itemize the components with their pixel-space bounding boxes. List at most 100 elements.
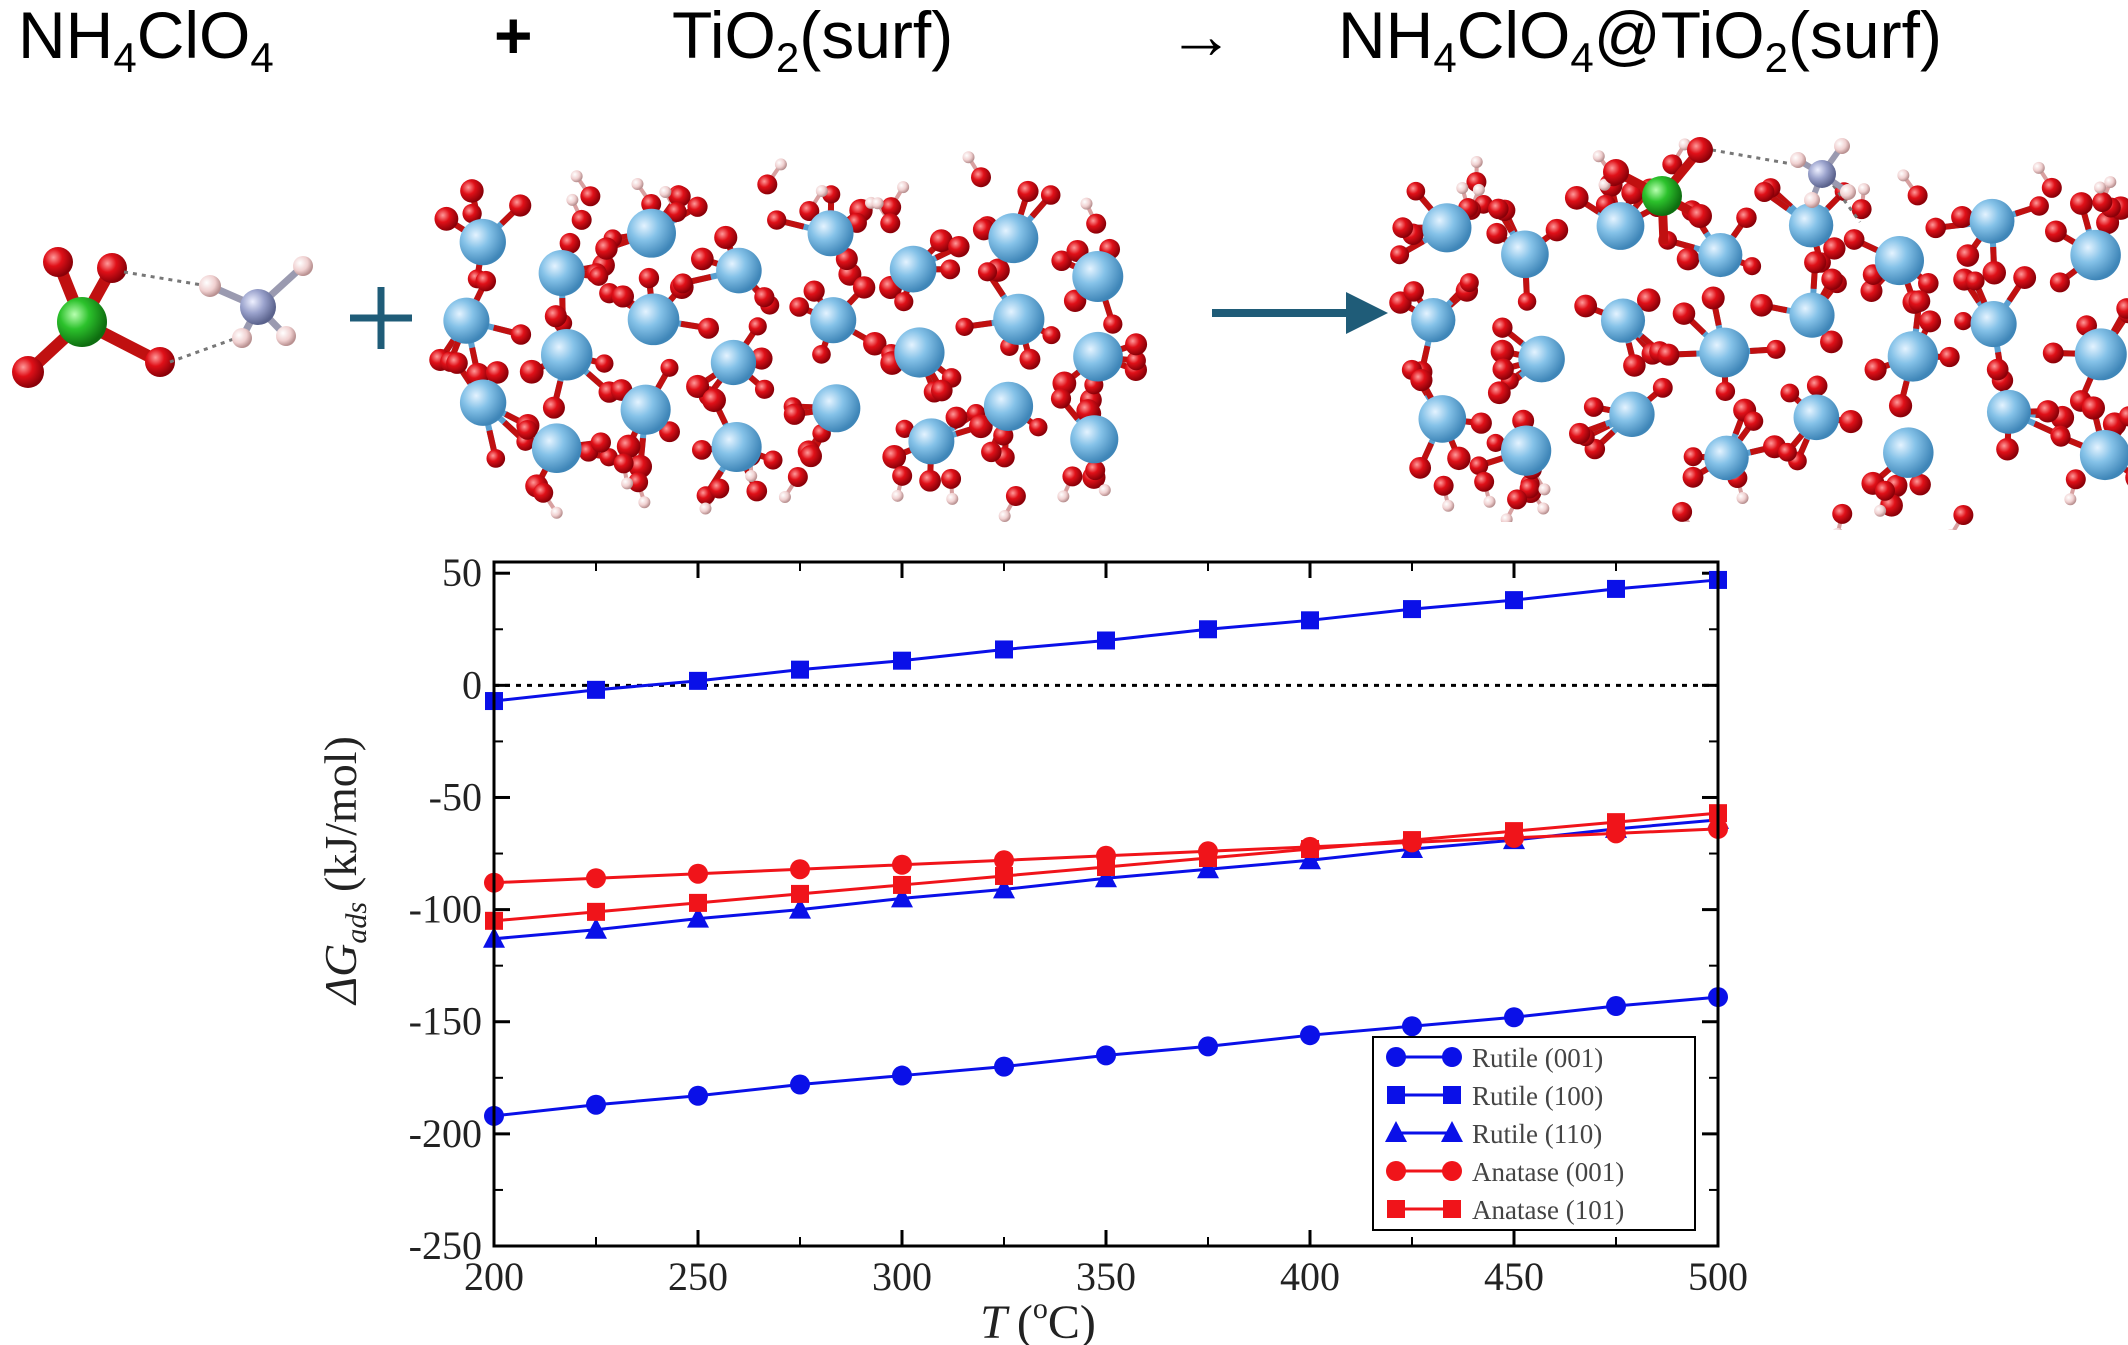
titanium-atom — [1500, 425, 1552, 476]
legend-marker-rutile-001 — [1442, 1047, 1462, 1067]
oxygen-atom — [544, 305, 567, 328]
oxygen-atom — [1042, 326, 1061, 345]
oxygen-atom — [940, 259, 961, 280]
oxygen-atom — [1806, 375, 1828, 397]
hydroxyl-oxygen-atom — [1507, 489, 1528, 510]
oxygen-atom — [595, 237, 618, 260]
oxygen-atom — [1754, 181, 1775, 202]
oxygen-atom — [1766, 339, 1786, 359]
data-point-anatase-101 — [893, 875, 911, 894]
titanium-atom — [1883, 427, 1934, 478]
oxygen-atom — [1683, 447, 1703, 467]
hydrogen-atom — [946, 492, 959, 505]
oxygen-atom — [638, 267, 660, 289]
oxygen-atom — [1486, 433, 1505, 452]
hydroxyl-oxygen-atom — [628, 472, 649, 493]
oxygen-atom — [2029, 196, 2049, 216]
oxygen-atom — [1564, 186, 1589, 210]
oxygen-atom — [1517, 292, 1537, 311]
oxygen-atom — [475, 270, 497, 292]
oxygen-atom — [1392, 217, 1414, 239]
titanium-atom — [1874, 236, 1925, 286]
data-point-rutile-001 — [1606, 996, 1626, 1017]
legend-entry-rutile-110: Rutile (110) — [1385, 1119, 1602, 1149]
hydrogen-atom — [962, 151, 975, 164]
data-point-anatase-101 — [791, 884, 809, 903]
oxygen-atom — [1636, 288, 1661, 312]
legend-entry-anatase-101: Anatase (101) — [1387, 1195, 1624, 1225]
legend-marker-anatase-001 — [1386, 1161, 1406, 1181]
oxygen-atom — [852, 276, 876, 299]
oxygen-atom — [2042, 342, 2064, 364]
oxygen-atom — [1017, 180, 1039, 202]
data-point-rutile-100 — [1403, 600, 1421, 619]
oxygen-atom — [1743, 257, 1762, 276]
x-tick-label: 200 — [464, 1254, 524, 1299]
oxygen-atom — [509, 194, 532, 217]
oxygen-atom — [659, 421, 680, 443]
hydrogen-atom — [1470, 155, 1483, 168]
titanium-atom — [1501, 230, 1549, 279]
oxygen-atom — [1986, 358, 2009, 381]
oxygen-atom — [863, 331, 887, 356]
y-tick-label: -100 — [409, 887, 482, 932]
oxygen-atom — [1701, 286, 1725, 310]
plus-symbol-icon — [350, 287, 412, 349]
titanium-atom — [1596, 202, 1645, 250]
hydrogen-atom — [897, 181, 910, 194]
titanium-atom — [807, 210, 854, 257]
titanium-atom — [711, 421, 762, 473]
data-point-rutile-001 — [1300, 1025, 1320, 1046]
oxygen-atom — [2049, 272, 2070, 293]
hydroxyl-oxygen-atom — [1085, 460, 1106, 481]
oxygen-atom — [1778, 442, 1797, 462]
oxygen-atom — [1652, 377, 1673, 398]
slab-titanium-atoms — [1411, 198, 2128, 481]
x-tick-label: 250 — [668, 1254, 728, 1299]
titanium-atom — [908, 418, 955, 465]
oxygen-atom — [1864, 358, 1887, 381]
hydroxyl-oxygen-atom — [1907, 185, 1928, 206]
titanium-atom — [620, 384, 671, 435]
oxygen-atom — [1682, 466, 1704, 488]
legend-marker-anatase-101 — [1443, 1200, 1461, 1218]
titanium-atom — [1969, 198, 2015, 244]
oxygen-atom — [589, 266, 609, 286]
oxygen-atom — [1574, 294, 1598, 318]
oxygen-atom — [1982, 261, 2006, 285]
oxygen-atom — [1019, 348, 1041, 370]
x-tick-label: 400 — [1280, 1254, 1340, 1299]
reaction-arrow-label: → — [1168, 0, 1234, 72]
plot-frame — [492, 560, 1720, 1248]
hydroxyl-oxygen-atom — [641, 194, 662, 215]
oxygen-atom — [1657, 343, 1680, 366]
data-point-rutile-110 — [1197, 857, 1219, 879]
legend-label-anatase-101: Anatase (101) — [1472, 1195, 1624, 1225]
oxygen-atom — [1780, 383, 1800, 403]
data-point-anatase-101 — [1505, 822, 1523, 841]
series-rutile-001 — [484, 987, 1728, 1126]
titanium-atom — [443, 297, 490, 344]
data-point-rutile-100 — [1505, 591, 1523, 610]
molecular-illustration — [12, 137, 2128, 530]
hydrogen-atom — [1736, 492, 1749, 505]
data-point-rutile-001 — [1504, 1007, 1524, 1028]
x-tick-label: 450 — [1484, 1254, 1544, 1299]
hydroxyl-oxygen-atom — [1832, 503, 1853, 524]
legend-marker-rutile-110 — [1441, 1121, 1463, 1142]
hydroxyl-oxygen-atom — [533, 482, 554, 503]
hydroxyl-oxygen-atom — [666, 202, 687, 223]
oxygen-atom — [1951, 205, 1974, 229]
hydrogen-atom — [2094, 181, 2107, 194]
oxygen-atom — [2013, 266, 2037, 289]
oxygen-atom — [1487, 381, 1511, 405]
product-adsorbed-complex-label: NH4ClO4@TiO2(surf) — [1338, 0, 1942, 81]
oxygen-atom — [1860, 279, 1883, 302]
data-point-rutile-001 — [1198, 1036, 1218, 1057]
oxygen-atom — [714, 225, 738, 250]
oxygen-atom — [1939, 346, 1960, 368]
data-point-rutile-100 — [1097, 631, 1115, 650]
hydroxyl-oxygen-atom — [1851, 199, 1872, 220]
tick-labels: 200 250 300 350 400 450 500500-50-100-150-200-… — [409, 550, 1748, 1299]
